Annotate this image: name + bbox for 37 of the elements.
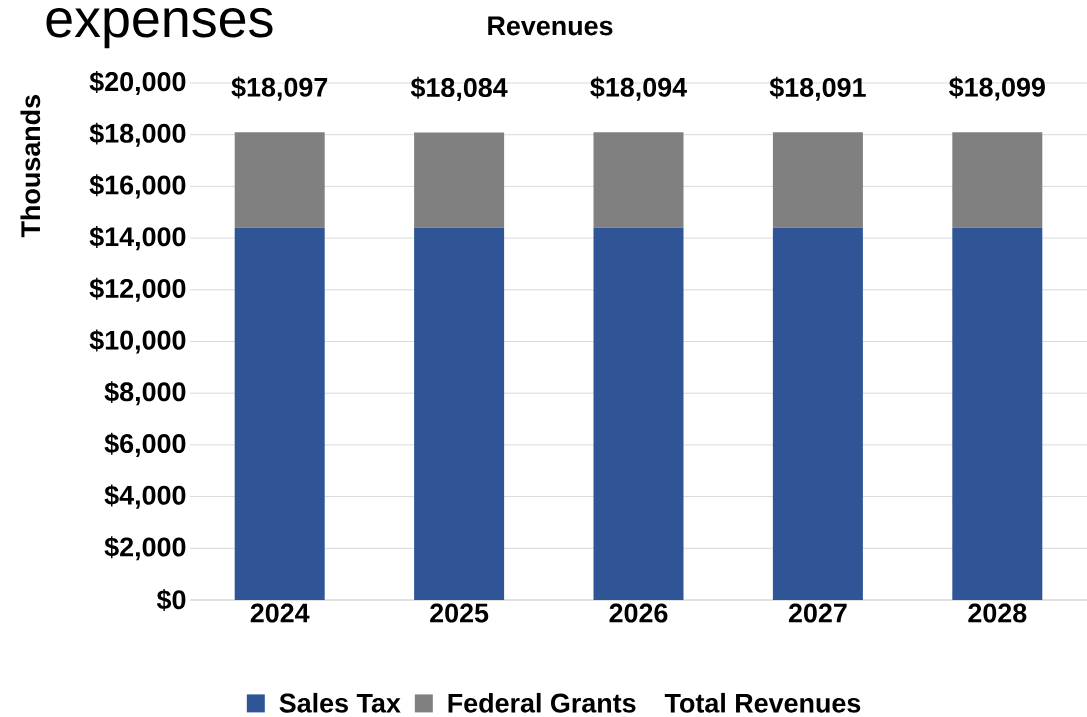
x-tick-label: 2026 xyxy=(609,603,668,623)
x-tick-label: 2024 xyxy=(250,603,310,623)
text: Total Revenues xyxy=(664,692,861,713)
bar xyxy=(414,132,505,228)
total-label: $18,091 xyxy=(769,76,866,101)
bar xyxy=(234,132,325,228)
bar xyxy=(952,227,1043,600)
total-label: $18,094 xyxy=(590,76,687,101)
text: expenses xyxy=(46,8,273,49)
chart-title: Revenues xyxy=(488,16,613,36)
y-tick-label: $0 xyxy=(156,589,186,611)
bar xyxy=(772,132,863,228)
bar xyxy=(772,227,863,600)
y-tick-label: $16,000 xyxy=(89,174,186,199)
x-tick-label: 2025 xyxy=(430,603,489,623)
bar xyxy=(414,227,505,600)
bar xyxy=(593,227,684,600)
legend-label: Sales Tax xyxy=(279,692,401,713)
bar xyxy=(952,132,1043,228)
legend-label: Federal Grants xyxy=(448,692,636,713)
x-tick-label: 2028 xyxy=(968,603,1027,623)
y-axis-title: Thousands xyxy=(20,95,41,238)
y-tick-label: $14,000 xyxy=(89,226,186,251)
total-label: $18,084 xyxy=(410,76,508,102)
x-tick-label: 2027 xyxy=(788,603,847,623)
y-tick-label: $4,000 xyxy=(104,484,186,509)
y-tick-label: $20,000 xyxy=(89,70,186,96)
y-tick-label: $18,000 xyxy=(89,122,186,147)
bar xyxy=(593,132,684,228)
y-tick-label: $12,000 xyxy=(89,277,186,302)
total-label: $18,097 xyxy=(231,76,328,101)
y-tick-label: $8,000 xyxy=(104,381,186,406)
y-tick-label: $6,000 xyxy=(104,432,186,457)
y-tick-label: $2,000 xyxy=(104,536,186,561)
bar xyxy=(234,227,325,600)
y-tick-label: $10,000 xyxy=(89,329,186,354)
total-label: $18,099 xyxy=(949,76,1045,101)
